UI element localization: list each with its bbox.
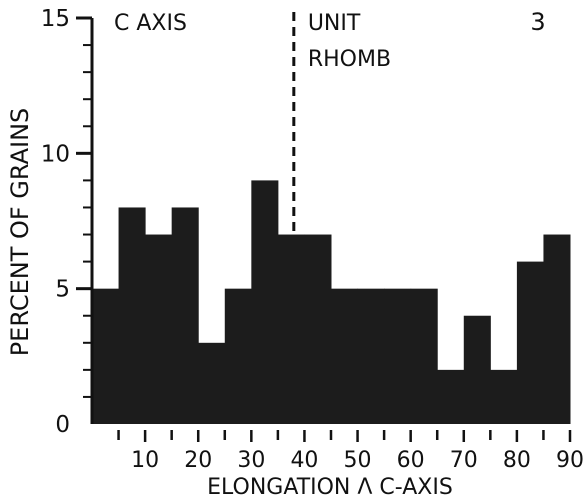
histogram-bar <box>410 288 438 424</box>
x-tick-label: 60 <box>397 448 425 473</box>
rhomb-annotation: RHOMB <box>308 47 391 72</box>
histogram-bar <box>145 234 173 424</box>
x-axis-title: ELONGATION Λ C-AXIS <box>207 475 453 499</box>
histogram-bar <box>171 207 199 424</box>
histogram-bar <box>118 207 146 424</box>
y-tick-label: 15 <box>41 6 70 32</box>
bars-group <box>92 180 571 424</box>
c-axis-annotation: C AXIS <box>114 11 187 36</box>
x-tick-label: 40 <box>290 448 318 473</box>
panel-number: 3 <box>530 8 545 36</box>
x-tick-label: 90 <box>556 448 584 473</box>
histogram-bar <box>384 288 412 424</box>
histogram-bar <box>251 180 279 424</box>
x-tick-label: 10 <box>131 448 159 473</box>
x-tick-label: 80 <box>503 448 531 473</box>
histogram-bar <box>198 342 226 424</box>
histogram-bar <box>357 288 385 424</box>
histogram-bar <box>277 234 305 424</box>
histogram-bar <box>437 369 465 424</box>
x-tick-label: 20 <box>184 448 212 473</box>
x-tick-label: 70 <box>450 448 478 473</box>
histogram-bar <box>516 261 544 424</box>
histogram-bar <box>331 288 359 424</box>
histogram-bar <box>92 288 120 424</box>
x-tick-label: 50 <box>344 448 372 473</box>
axes-group <box>76 16 572 442</box>
y-tick-label: 10 <box>41 141 70 167</box>
histogram-bar <box>543 234 571 424</box>
histogram-bar <box>224 288 252 424</box>
histogram-bar <box>490 369 518 424</box>
histogram-bar <box>304 234 332 424</box>
y-tick-label: 5 <box>55 277 70 303</box>
histogram-bar <box>463 315 491 424</box>
y-axis-title: PERCENT OF GRAINS <box>6 108 34 357</box>
unit-annotation: UNIT <box>308 11 361 36</box>
labels-group: 0 5 10 15 10 20 30 40 50 60 70 80 90 ELONGATION Λ C-A… <box>6 6 584 499</box>
x-tick-label: 30 <box>237 448 265 473</box>
y-tick-label: 0 <box>55 412 70 438</box>
